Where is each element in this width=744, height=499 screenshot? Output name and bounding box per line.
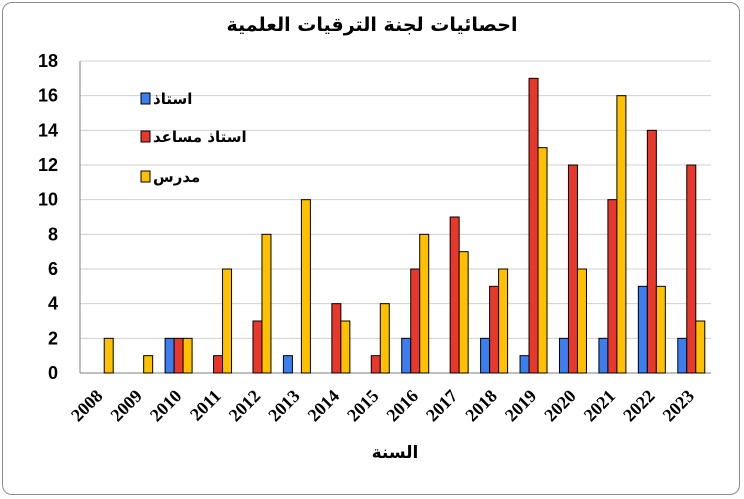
bar [340, 320, 351, 374]
bar [419, 233, 430, 374]
x-tick-label: 2008 [67, 386, 107, 426]
bar [677, 337, 688, 374]
x-tick-label: 2017 [422, 386, 462, 426]
bar [695, 320, 706, 374]
bar [607, 199, 618, 374]
x-tick-label: 2009 [106, 386, 146, 426]
bar [598, 337, 609, 374]
x-tick-label: 2021 [580, 386, 620, 426]
gridlines [79, 60, 711, 374]
bar [480, 337, 491, 374]
bar [173, 337, 184, 374]
x-tick-label: 2020 [540, 386, 580, 426]
bar [449, 216, 460, 374]
x-axis-ticks: 2008 2009 2010 2011 2012 2013 2014 2015 2016 2017… [67, 386, 698, 426]
bar [686, 164, 697, 374]
bar [558, 337, 569, 374]
x-tick-label: 2011 [186, 386, 225, 425]
bar [379, 303, 390, 374]
bar [300, 199, 311, 374]
bar [164, 337, 175, 374]
bar [261, 233, 272, 374]
bar [222, 268, 233, 374]
bar [537, 147, 548, 374]
chart-title: احصائيات لجنة الترقيات العلمية [226, 14, 518, 36]
bar [576, 268, 587, 374]
bars [103, 77, 706, 374]
y-tick-label: 16 [38, 86, 58, 106]
legend-label: استاذ [153, 90, 192, 108]
y-tick-label: 4 [48, 294, 58, 314]
x-tick-label: 2019 [501, 386, 541, 426]
bar [655, 285, 666, 374]
x-tick-label: 2018 [461, 386, 501, 426]
y-tick-label: 8 [48, 224, 58, 244]
bar [331, 303, 342, 374]
x-tick-label: 2013 [264, 386, 304, 426]
bar [637, 285, 648, 374]
bar [282, 355, 293, 374]
legend-label: مدرس [153, 168, 200, 186]
bar [370, 355, 381, 374]
y-tick-label: 2 [48, 328, 58, 348]
bar [458, 251, 469, 374]
legend-swatch [140, 92, 151, 105]
x-tick-label: 2023 [659, 386, 699, 426]
bar [498, 268, 509, 374]
y-tick-label: 18 [38, 51, 58, 71]
y-tick-label: 6 [48, 259, 58, 279]
y-tick-label: 12 [38, 155, 58, 175]
bar [143, 355, 154, 374]
bar [646, 129, 657, 374]
x-axis-title: السنة [372, 443, 419, 463]
y-tick-label: 10 [38, 190, 58, 210]
y-axis-ticks: 0 2 4 6 8 10 12 14 16 18 [38, 51, 58, 383]
x-tick-label: 2022 [619, 386, 659, 426]
x-tick-label: 2016 [382, 386, 422, 426]
legend-label: استاذ مساعد [153, 128, 247, 146]
bar [103, 337, 114, 374]
bar [252, 320, 263, 374]
x-tick-label: 2010 [146, 386, 186, 426]
legend-swatch [140, 170, 151, 183]
y-tick-label: 14 [38, 120, 58, 140]
x-tick-label: 2015 [343, 386, 383, 426]
legend: استاذ استاذ مساعد مدرس [140, 90, 247, 186]
legend-swatch [140, 130, 151, 143]
bar [528, 77, 539, 374]
bar [410, 268, 421, 374]
x-tick-label: 2014 [304, 386, 344, 426]
bar [519, 355, 530, 374]
bar [401, 337, 412, 374]
bar [213, 355, 224, 374]
x-tick-label: 2012 [225, 386, 265, 426]
bar [616, 95, 627, 374]
bar [182, 337, 193, 374]
bar [567, 164, 578, 374]
bar [489, 285, 500, 374]
y-tick-label: 0 [48, 363, 58, 383]
